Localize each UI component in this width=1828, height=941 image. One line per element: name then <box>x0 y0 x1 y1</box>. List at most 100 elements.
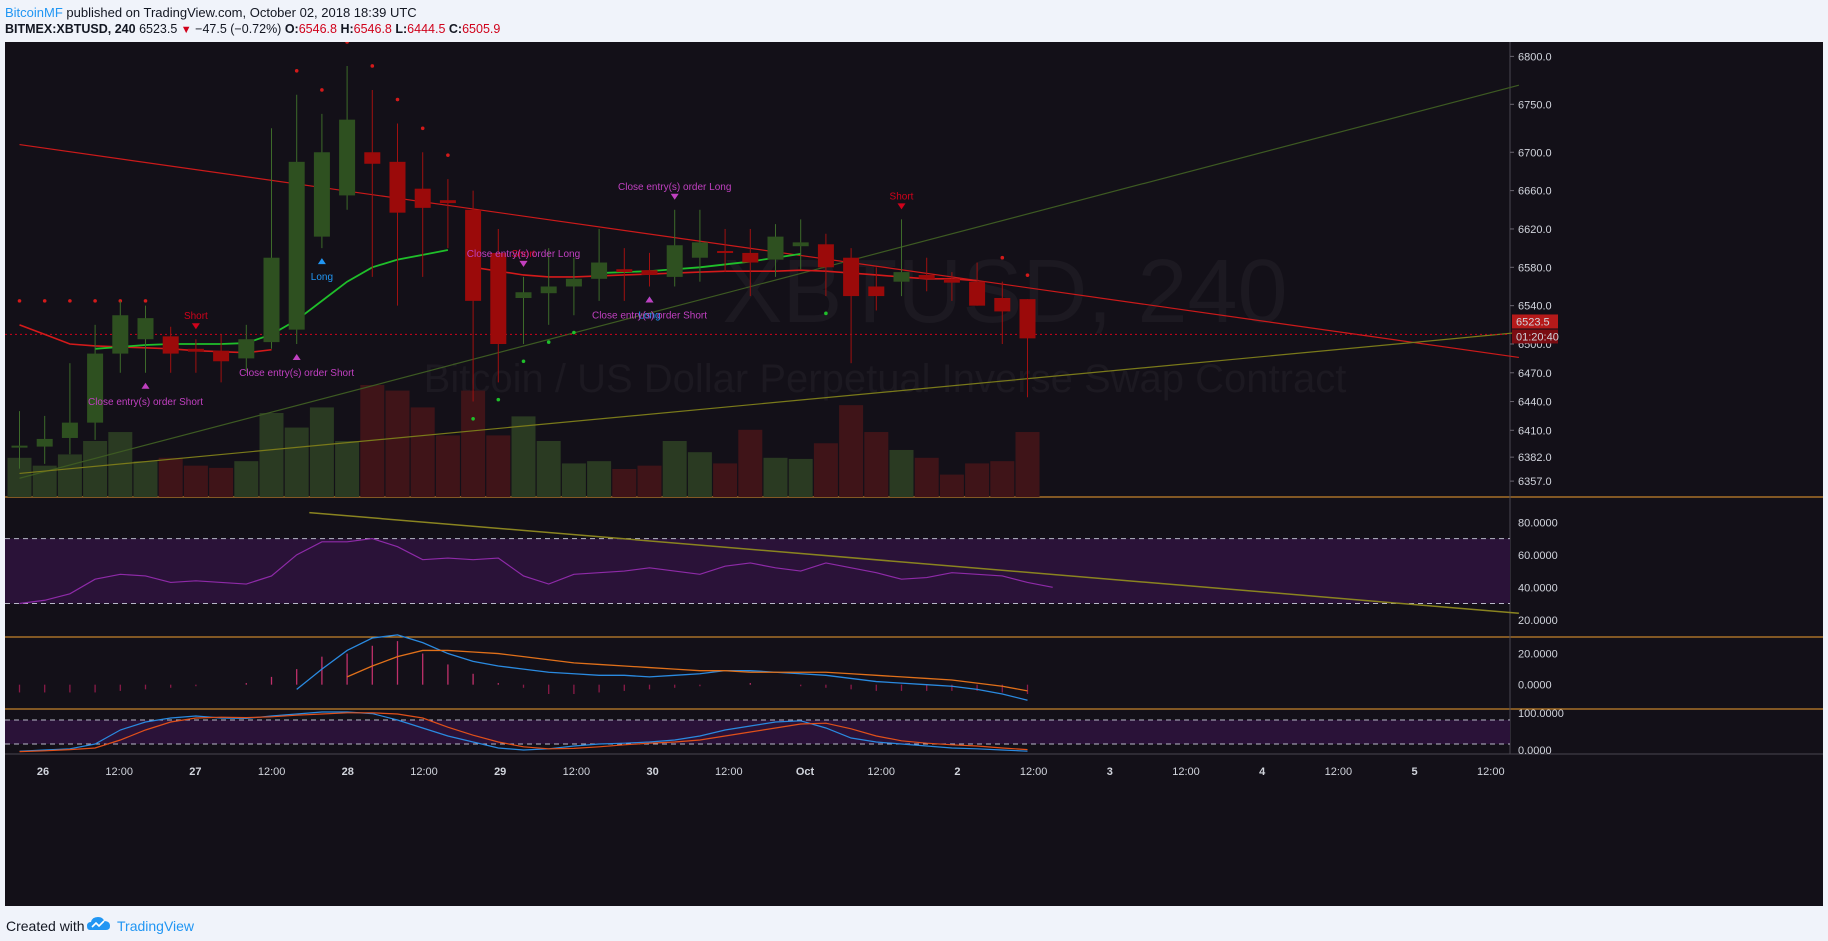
sar-dot <box>294 68 299 73</box>
candle-body <box>238 339 255 359</box>
close-value: 6505.9 <box>462 22 501 36</box>
price-axis[interactable]: 6357.06382.06410.06440.06470.06500.06540… <box>1510 51 1559 488</box>
volume-bar <box>914 457 939 497</box>
volume-bar <box>788 458 813 497</box>
volume-bar <box>587 461 612 497</box>
volume-bar <box>1015 432 1040 497</box>
time-tick-label: 3 <box>1107 766 1113 778</box>
time-tick-label: 12:00 <box>715 766 743 778</box>
time-axis[interactable]: 26 12:00 27 12:00 28 12:00 29 12:00 30 12:00 Oct 12… <box>37 766 1505 778</box>
sar-dot <box>345 42 349 44</box>
publish-line: BitcoinMF published on TradingView.com, … <box>5 5 417 20</box>
price-tick-label: 6700.0 <box>1518 147 1552 159</box>
signal-up-arrow-icon <box>141 382 150 389</box>
candle-body <box>36 438 53 447</box>
signal-up-arrow-icon <box>292 354 301 361</box>
volume-bar <box>309 407 334 497</box>
time-tick-label: 12:00 <box>105 766 133 778</box>
sar-dot <box>521 359 526 364</box>
signal-down-arrow-icon <box>191 323 200 330</box>
trendline <box>19 84 1520 479</box>
volume-bar <box>813 443 838 497</box>
price-tick-label: 6580.0 <box>1518 262 1552 274</box>
sar-dot <box>320 88 324 92</box>
signal-label: Close entry(s) order Long <box>618 182 731 193</box>
volume-bar <box>183 465 208 497</box>
volume-bar <box>511 416 536 497</box>
down-arrow-icon: ▼ <box>180 24 192 36</box>
volume-bar <box>965 463 990 497</box>
time-tick-label: 4 <box>1259 766 1266 778</box>
sar-dot <box>572 330 576 335</box>
macd-line <box>296 634 1028 701</box>
sar-dot <box>68 299 72 303</box>
author-link[interactable]: BitcoinMF <box>5 5 63 20</box>
chart-canvas[interactable]: XBTUSD, 240 Bitcoin / US Dollar Perpetua… <box>5 42 1823 906</box>
stoch-k-line <box>19 711 1028 752</box>
time-tick-label: 12:00 <box>563 766 591 778</box>
sar-dot <box>42 299 47 303</box>
high-label: H: <box>340 22 354 36</box>
volume-bar <box>486 435 511 497</box>
volume-bar <box>839 405 864 497</box>
macd-tick-label: 20.0000 <box>1518 649 1558 661</box>
candle-body <box>11 445 28 448</box>
signal-up-arrow-icon <box>645 296 654 303</box>
chart-header: BitcoinMF published on TradingView.com, … <box>0 0 1828 42</box>
candle-body <box>691 242 708 258</box>
watermark-description: Bitcoin / US Dollar Perpetual Inverse Sw… <box>424 357 1347 401</box>
candle-body <box>591 262 608 279</box>
candle-body <box>137 318 154 340</box>
low-value: 6444.5 <box>407 22 446 36</box>
sar-dot <box>446 153 450 157</box>
candle-body <box>87 353 104 423</box>
rsi-tick-label: 40.0000 <box>1518 582 1558 594</box>
price-tick-label: 6620.0 <box>1518 224 1552 236</box>
candle-body <box>439 200 456 204</box>
volume-bar <box>612 469 637 497</box>
candle-body <box>288 161 305 330</box>
candle-body <box>843 257 860 297</box>
time-tick-label: 12:00 <box>1325 766 1353 778</box>
candle-body <box>868 286 885 297</box>
price-tick-label: 6440.0 <box>1518 397 1552 409</box>
footer: Created with TradingView <box>0 906 1828 941</box>
volume-bar <box>738 429 763 497</box>
trendline <box>19 331 1519 475</box>
volume-bar <box>133 461 158 497</box>
open-label: O: <box>284 22 299 36</box>
candle-body <box>112 315 129 354</box>
signal-label: Short <box>890 191 914 202</box>
volume-bar <box>713 463 738 497</box>
last-price-badge <box>1512 314 1558 329</box>
volume-bar <box>889 449 914 497</box>
rsi-tick-label: 80.0000 <box>1518 517 1558 529</box>
symbol-watermark: XBTUSD, 240 Bitcoin / US Dollar Perpetua… <box>424 242 1347 401</box>
price-tick-label: 6800.0 <box>1518 51 1552 63</box>
time-tick-label: 28 <box>342 766 354 778</box>
signal-label: Long <box>311 272 333 283</box>
volume-bar <box>637 465 662 497</box>
sar-dot <box>93 299 97 303</box>
tradingview-cloud-icon[interactable] <box>86 914 112 934</box>
candle-body <box>313 152 330 237</box>
tradingview-link[interactable]: TradingView <box>117 918 195 934</box>
volume-bar <box>158 457 183 497</box>
price-tick-label: 6410.0 <box>1518 425 1552 437</box>
sar-dot <box>471 416 475 421</box>
symbol-ohlc-line: BITMEX:XBTUSD, 240 6523.5 ▼ −47.5 (−0.72… <box>5 22 500 36</box>
volume-bar <box>57 454 82 497</box>
candle-body <box>969 281 986 306</box>
time-tick-label: 27 <box>189 766 201 778</box>
sar-dot <box>370 64 375 68</box>
volume-bar <box>461 390 486 497</box>
candle-body <box>742 252 759 263</box>
time-tick-label: 30 <box>646 766 658 778</box>
candle-body <box>162 336 179 354</box>
candle-body <box>540 286 557 294</box>
volume-bar <box>561 463 586 497</box>
sar-dot <box>496 397 501 402</box>
candle-body <box>565 278 582 287</box>
price-tick-label: 6357.0 <box>1518 476 1552 488</box>
time-tick-label: 26 <box>37 766 49 778</box>
